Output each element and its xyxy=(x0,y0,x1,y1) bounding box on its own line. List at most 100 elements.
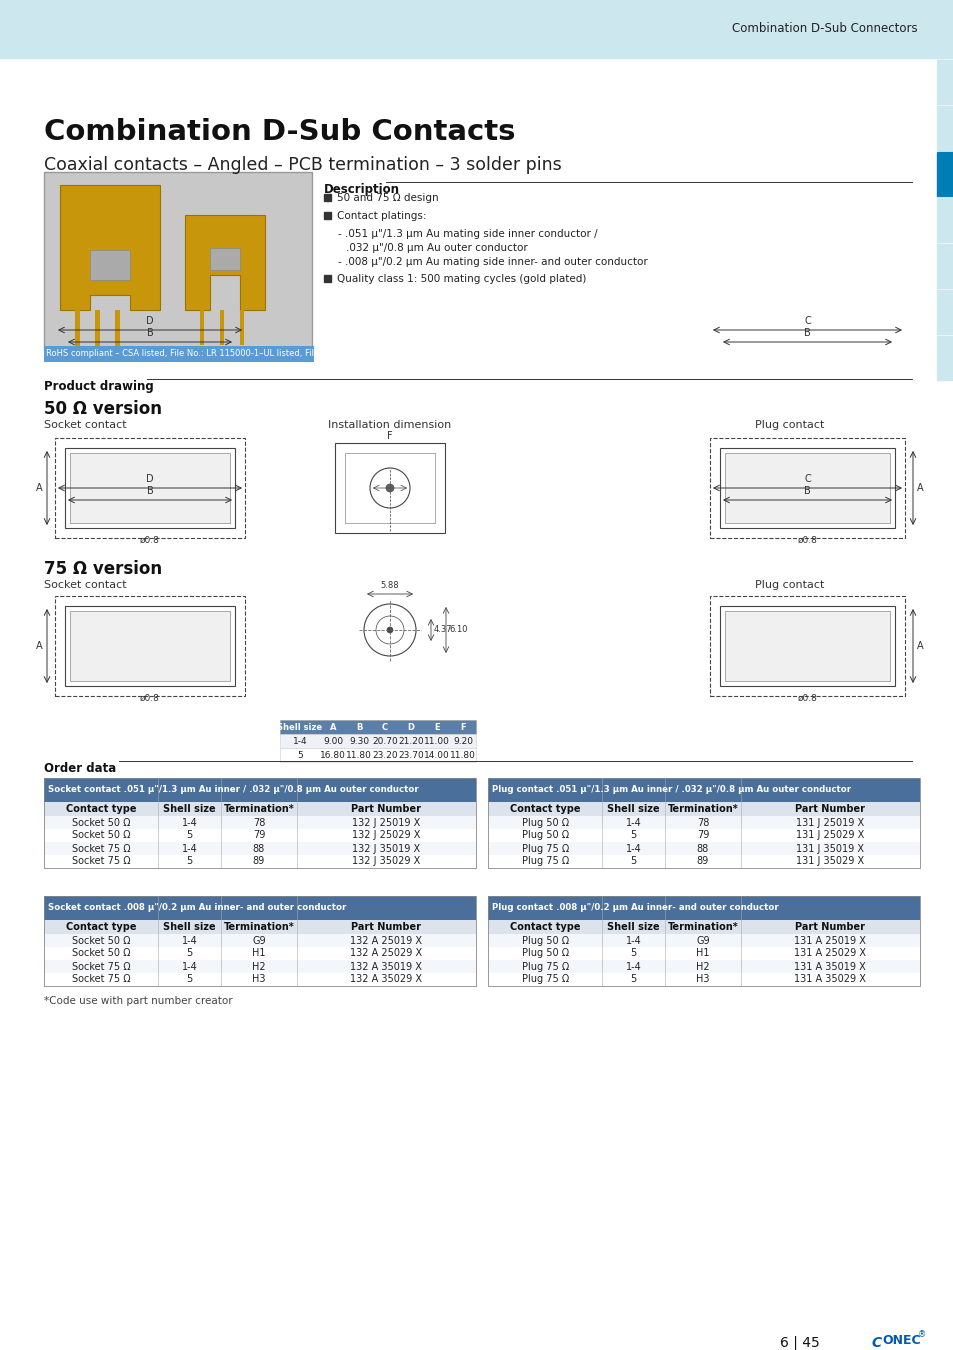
Text: 5: 5 xyxy=(187,975,193,984)
Text: Plug 75 Ω: Plug 75 Ω xyxy=(521,975,568,984)
Bar xyxy=(44,973,476,985)
Bar xyxy=(724,454,889,522)
Polygon shape xyxy=(60,185,160,310)
Text: 6.10: 6.10 xyxy=(449,625,467,634)
Bar xyxy=(115,310,120,350)
Text: C: C xyxy=(381,722,388,732)
Text: 1-4: 1-4 xyxy=(182,818,197,828)
Text: A: A xyxy=(916,641,923,651)
Text: *Code use with part number creator: *Code use with part number creator xyxy=(44,996,233,1006)
Text: 5: 5 xyxy=(630,975,637,984)
Text: A: A xyxy=(36,641,43,651)
Text: .032 μ"/0.8 μm Au outer conductor: .032 μ"/0.8 μm Au outer conductor xyxy=(346,243,527,252)
Text: 6 | 45: 6 | 45 xyxy=(780,1336,819,1350)
Text: D: D xyxy=(146,474,153,485)
Text: Plug 75 Ω: Plug 75 Ω xyxy=(521,856,568,867)
Text: A: A xyxy=(330,722,335,732)
Text: Order data: Order data xyxy=(44,761,116,775)
Bar xyxy=(90,250,130,279)
Bar xyxy=(280,720,476,734)
Bar xyxy=(488,855,919,868)
Text: A: A xyxy=(916,483,923,493)
Bar xyxy=(936,153,953,196)
Text: 132 A 25029 X: 132 A 25029 X xyxy=(350,949,422,958)
Text: Part Number: Part Number xyxy=(351,805,421,814)
Text: 132 J 25019 X: 132 J 25019 X xyxy=(352,818,420,828)
Text: ø0.8: ø0.8 xyxy=(797,536,817,545)
Text: 16.80: 16.80 xyxy=(319,751,346,760)
Bar xyxy=(44,896,476,919)
Text: Plug 75 Ω: Plug 75 Ω xyxy=(521,961,568,972)
Bar xyxy=(335,443,444,533)
Text: Socket 75 Ω: Socket 75 Ω xyxy=(71,975,131,984)
Text: Shell size: Shell size xyxy=(163,922,216,931)
Bar xyxy=(345,454,435,522)
Text: 11.80: 11.80 xyxy=(450,751,476,760)
Text: - .051 μ"/1.3 μm Au mating side inner conductor /: - .051 μ"/1.3 μm Au mating side inner co… xyxy=(337,230,597,239)
Bar xyxy=(44,802,476,815)
Text: Plug 50 Ω: Plug 50 Ω xyxy=(521,830,568,841)
Text: 1-4: 1-4 xyxy=(182,936,197,945)
Bar xyxy=(488,919,919,934)
Text: 1-4: 1-4 xyxy=(625,961,641,972)
Text: Termination*: Termination* xyxy=(223,922,294,931)
Bar xyxy=(44,842,476,855)
Text: Contact type: Contact type xyxy=(510,805,579,814)
Text: Plug 50 Ω: Plug 50 Ω xyxy=(521,949,568,958)
Bar xyxy=(488,896,919,986)
Text: Description: Description xyxy=(324,184,399,196)
Bar xyxy=(70,612,230,680)
Text: Installation dimension: Installation dimension xyxy=(328,420,451,431)
Bar xyxy=(44,896,476,986)
Text: 5: 5 xyxy=(187,949,193,958)
Bar xyxy=(936,107,953,150)
Text: 9.00: 9.00 xyxy=(323,737,343,745)
Bar xyxy=(280,734,476,748)
Text: H2: H2 xyxy=(252,961,266,972)
Text: D: D xyxy=(407,722,414,732)
Bar xyxy=(210,248,240,270)
Text: ONEC: ONEC xyxy=(882,1334,920,1347)
Text: 132 A 35019 X: 132 A 35019 X xyxy=(350,961,422,972)
Text: F: F xyxy=(387,431,393,441)
Text: ø0.8: ø0.8 xyxy=(797,694,817,703)
Text: Plug contact .008 μ"/0.2 μm Au inner- and outer conductor: Plug contact .008 μ"/0.2 μm Au inner- an… xyxy=(492,903,778,913)
Bar xyxy=(709,437,904,539)
Text: Termination*: Termination* xyxy=(667,805,738,814)
Text: ø0.8: ø0.8 xyxy=(140,694,160,703)
Bar xyxy=(936,244,953,288)
Text: Socket contact .051 μ"/1.3 μm Au inner / .032 μ"/0.8 μm Au outer conductor: Socket contact .051 μ"/1.3 μm Au inner /… xyxy=(48,786,418,795)
Bar xyxy=(936,14,953,58)
Text: 1-4: 1-4 xyxy=(182,844,197,853)
Text: Combination D-Sub Connectors: Combination D-Sub Connectors xyxy=(732,23,917,35)
Bar xyxy=(55,595,245,697)
Bar xyxy=(488,946,919,960)
Text: 9.20: 9.20 xyxy=(453,737,473,745)
Text: H2: H2 xyxy=(696,961,709,972)
Bar xyxy=(488,973,919,985)
Text: H1: H1 xyxy=(252,949,265,958)
Text: Shell size: Shell size xyxy=(277,722,322,732)
Bar xyxy=(70,454,230,522)
Text: 131 J 35029 X: 131 J 35029 X xyxy=(796,856,863,867)
Bar xyxy=(44,829,476,842)
Text: 131 J 25019 X: 131 J 25019 X xyxy=(796,818,863,828)
Bar xyxy=(44,815,476,829)
Bar xyxy=(65,448,234,528)
Text: Combination D-Sub Contacts: Combination D-Sub Contacts xyxy=(44,117,515,146)
Text: 131 A 25019 X: 131 A 25019 X xyxy=(794,936,865,945)
Text: Contact type: Contact type xyxy=(510,922,579,931)
Bar xyxy=(709,595,904,697)
Text: B: B xyxy=(355,722,362,732)
Bar xyxy=(44,778,476,868)
Text: D: D xyxy=(146,316,153,325)
Text: 5: 5 xyxy=(187,856,193,867)
Bar xyxy=(488,960,919,973)
Text: Product drawing: Product drawing xyxy=(44,379,153,393)
Text: Contact type: Contact type xyxy=(66,805,136,814)
Text: 1-4: 1-4 xyxy=(625,936,641,945)
Text: Termination*: Termination* xyxy=(667,922,738,931)
Text: 132 J 35019 X: 132 J 35019 X xyxy=(352,844,420,853)
Text: 132 J 25029 X: 132 J 25029 X xyxy=(352,830,420,841)
Text: Plug 50 Ω: Plug 50 Ω xyxy=(521,936,568,945)
